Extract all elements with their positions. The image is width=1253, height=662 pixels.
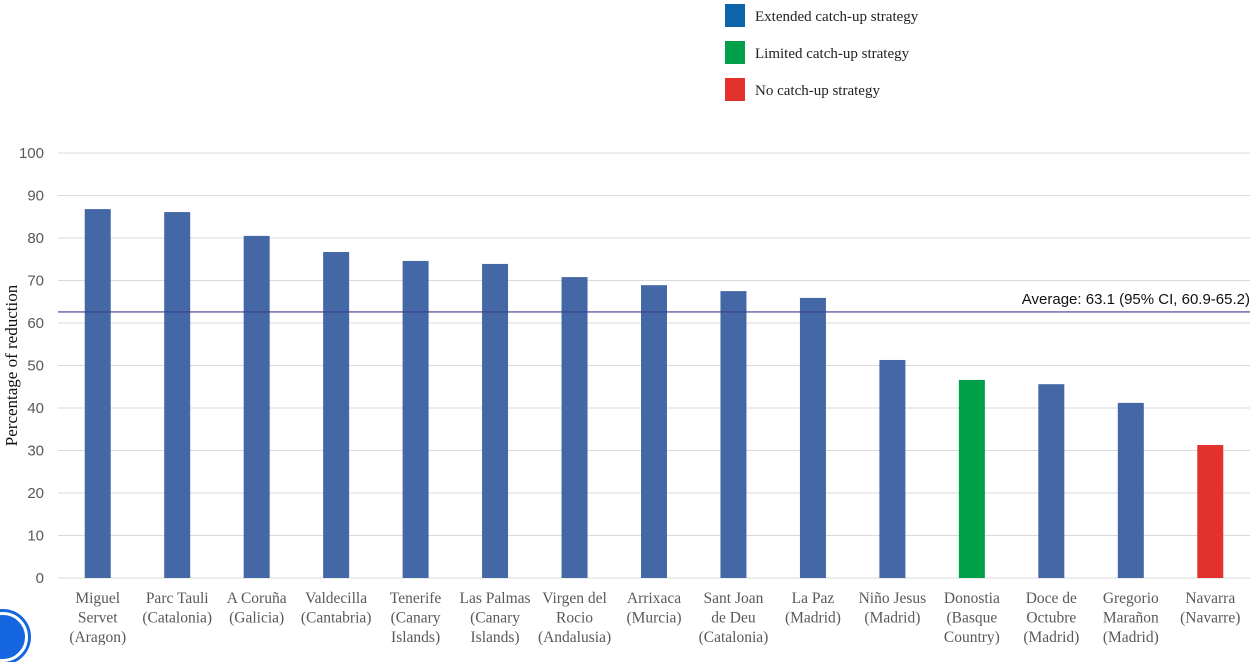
x-tick-label: (Galicia) [229, 610, 284, 627]
x-tick-label: Sant Joan [704, 590, 764, 607]
x-tick-label: (Madrid) [785, 610, 841, 627]
y-tick-label: 80 [27, 230, 44, 247]
bar [879, 359, 906, 578]
bar [720, 291, 747, 578]
x-tick-label: (Madrid) [864, 610, 920, 627]
y-axis-label: Percentage of reduction [2, 284, 21, 446]
legend-swatch [725, 4, 745, 27]
x-tick-label: de Deu [711, 610, 756, 627]
y-tick-label: 40 [27, 400, 44, 417]
bar [561, 277, 588, 578]
x-tick-label: Rocio [556, 610, 593, 627]
x-tick-label: Doce de [1026, 590, 1077, 607]
y-tick-label: 30 [27, 443, 44, 460]
bar [323, 252, 350, 578]
y-tick-label: 50 [27, 358, 44, 375]
x-tick-label: (Canary [391, 610, 441, 627]
legend-label: No catch-up strategy [755, 83, 880, 99]
bar [1038, 384, 1065, 578]
bar-chart: 0 10 20 30 40 50 60 70 80 90 100 Percentage of redu… [2, 4, 1250, 645]
bar [1197, 444, 1224, 578]
x-tick-label: (Navarre) [1180, 610, 1240, 627]
x-tick-label: (Catalonia) [142, 610, 212, 627]
x-tick-label: Gregorio [1103, 590, 1159, 607]
legend-label: Limited catch-up strategy [755, 46, 910, 62]
bar [958, 379, 985, 578]
y-tick-label: 10 [27, 528, 44, 545]
x-tick-label: Tenerife [390, 590, 442, 607]
y-tick-label: 20 [27, 485, 44, 502]
x-tick-label: (Murcia) [626, 610, 681, 627]
legend-swatch [725, 78, 745, 101]
bar [84, 209, 111, 578]
x-tick-label: (Madrid) [1023, 629, 1079, 645]
x-tick-label: Servet [78, 610, 118, 627]
x-tick-label: Valdecilla [305, 590, 367, 607]
x-tick-label: Islands) [391, 629, 440, 645]
bar [482, 263, 509, 578]
bar [1117, 402, 1144, 578]
x-tick-label: Navarra [1185, 590, 1235, 607]
bar [641, 285, 667, 578]
x-tick-label: (Madrid) [1103, 629, 1159, 645]
y-tick-label: 0 [36, 570, 44, 587]
legend-label: Extended catch-up strategy [755, 9, 919, 25]
bar [243, 235, 270, 578]
x-tick-label: (Catalonia) [699, 629, 769, 645]
bar [164, 212, 191, 578]
x-tick-label: Marañon [1103, 610, 1159, 627]
x-tick-label: Niño Jesus [859, 590, 927, 607]
x-tick-label: Las Palmas [460, 590, 531, 607]
x-tick-label: Islands) [471, 629, 520, 645]
bar [799, 297, 826, 578]
legend-swatch [725, 41, 745, 64]
x-tick-label: La Paz [792, 590, 835, 607]
x-tick-label: Octubre [1026, 610, 1076, 627]
y-tick-label: 60 [27, 315, 44, 332]
x-tick-label: (Cantabria) [301, 610, 372, 627]
x-tick-label: Virgen del [542, 590, 607, 607]
x-tick-label: (Basque [946, 610, 997, 627]
x-tick-label: (Andalusia) [538, 629, 611, 645]
bar [402, 260, 429, 578]
x-tick-label: A Coruña [227, 590, 287, 607]
x-tick-label: (Aragon) [69, 629, 126, 645]
x-tick-label: Parc Tauli [146, 590, 209, 607]
y-tick-label: 90 [27, 188, 44, 205]
average-label: Average: 63.1 (95% CI, 60.9-65.2) [1022, 291, 1250, 308]
y-tick-label: 100 [19, 145, 44, 162]
x-tick-label: Country) [944, 629, 1000, 645]
x-tick-label: Miguel [75, 590, 120, 607]
x-tick-label: (Canary [470, 610, 520, 627]
x-tick-label: Arrixaca [627, 590, 681, 607]
x-tick-label: Donostia [944, 590, 1000, 607]
y-tick-label: 70 [27, 273, 44, 290]
